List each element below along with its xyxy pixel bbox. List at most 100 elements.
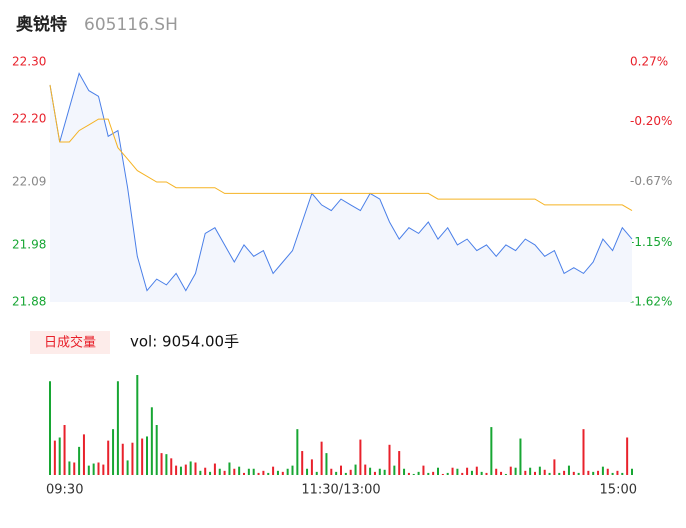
volume-bar xyxy=(121,443,124,475)
volume-bar xyxy=(63,425,66,475)
y-tick-label: 22.20 xyxy=(12,112,46,126)
volume-bar xyxy=(519,438,522,475)
x-tick-label: 11:30/13:00 xyxy=(301,483,380,498)
volume-bar xyxy=(267,472,270,475)
y2-tick-label: -0.20% xyxy=(630,114,672,128)
volume-bar xyxy=(456,468,459,475)
volume-tab-label[interactable]: 日成交量 xyxy=(44,335,96,351)
volume-bar xyxy=(262,470,265,475)
volume-bar xyxy=(247,468,250,475)
volume-bar xyxy=(281,471,284,475)
volume-bar xyxy=(359,439,362,475)
volume-bar xyxy=(422,465,425,475)
volume-bar xyxy=(383,469,386,475)
volume-bar xyxy=(538,466,541,475)
volume-bar xyxy=(233,468,236,475)
volume-bar xyxy=(403,468,406,475)
volume-bar xyxy=(315,471,318,475)
volume-bar xyxy=(165,454,168,475)
volume-bar xyxy=(146,436,148,475)
volume-bar xyxy=(306,468,309,475)
volume-bar xyxy=(82,434,85,475)
volume-bar xyxy=(577,472,580,475)
volume-bar xyxy=(291,465,294,475)
volume-bar xyxy=(597,470,600,475)
volume-bar xyxy=(58,437,61,475)
volume-bar xyxy=(441,473,444,475)
volume-bar xyxy=(369,467,372,475)
volume-bar xyxy=(131,442,134,475)
volume-bar xyxy=(490,427,493,475)
x-tick-label: 15:00 xyxy=(600,483,637,498)
volume-bar xyxy=(257,472,260,475)
volume-bar xyxy=(616,470,619,475)
volume-bar xyxy=(437,467,439,475)
volume-bar xyxy=(340,465,342,475)
volume-bar xyxy=(412,473,415,475)
volume-bar xyxy=(524,470,527,475)
volume-bar xyxy=(582,429,585,475)
volume-bar xyxy=(378,468,381,475)
volume-value: vol: 9054.00手 xyxy=(130,333,239,351)
y2-tick-label: -1.15% xyxy=(630,235,672,249)
volume-bar xyxy=(427,472,430,475)
volume-bar xyxy=(213,463,216,475)
volume-bar xyxy=(606,468,609,475)
volume-bar xyxy=(150,407,153,475)
volume-bar xyxy=(218,468,221,475)
average-line xyxy=(49,84,633,212)
volume-bar xyxy=(398,451,401,475)
volume-bar xyxy=(243,472,245,475)
volume-bar xyxy=(204,467,207,475)
volume-bar xyxy=(631,468,633,475)
volume-bar xyxy=(92,463,95,475)
volume-bar xyxy=(296,429,299,475)
volume-bar xyxy=(480,471,483,475)
volume-bar xyxy=(126,460,129,475)
volume-bar xyxy=(548,472,551,475)
price-area xyxy=(50,73,632,303)
volume-bar xyxy=(475,466,478,475)
volume-bar xyxy=(97,462,100,475)
y-tick-label: 22.09 xyxy=(12,175,46,189)
volume-bar xyxy=(223,470,226,475)
y2-tick-label: -1.62% xyxy=(630,295,672,309)
volume-bar xyxy=(112,429,115,475)
stock-name: 奥锐特 xyxy=(16,14,67,35)
volume-bar xyxy=(543,469,546,475)
x-tick-label: 09:30 xyxy=(46,483,83,498)
volume-bar xyxy=(286,468,289,475)
volume-bar xyxy=(330,468,333,475)
volume-bar xyxy=(87,465,90,475)
volume-bar xyxy=(621,472,624,475)
y-tick-label: 21.98 xyxy=(12,237,46,251)
volume-bar xyxy=(534,471,536,475)
volume-bar xyxy=(587,470,590,475)
volume-bar xyxy=(504,473,507,475)
volume-bar xyxy=(68,461,71,475)
volume-tab[interactable] xyxy=(30,331,110,354)
y2-tick-label: -0.67% xyxy=(630,174,672,188)
volume-bar xyxy=(179,466,182,475)
volume-bar xyxy=(485,472,488,475)
volume-bar xyxy=(417,471,420,475)
volume-bar xyxy=(354,464,357,475)
volume-bar xyxy=(170,458,173,475)
volume-bar xyxy=(209,471,212,475)
volume-bar xyxy=(325,453,328,475)
volume-bar xyxy=(626,437,629,475)
volume-bar xyxy=(451,467,454,475)
volume-bar xyxy=(49,381,51,475)
volume-bar xyxy=(238,466,241,475)
volume-bar xyxy=(53,440,56,475)
volume-bar xyxy=(529,467,532,475)
volume-bar xyxy=(500,471,503,475)
volume-bar xyxy=(344,472,347,475)
volume-bar xyxy=(567,465,570,475)
volume-bar xyxy=(102,464,105,475)
volume-bar xyxy=(252,468,255,475)
volume-bar xyxy=(601,466,604,475)
volume-bar xyxy=(335,471,338,475)
